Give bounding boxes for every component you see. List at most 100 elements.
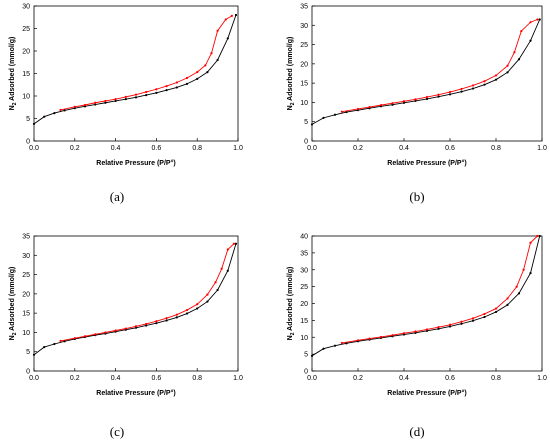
desorption-point xyxy=(414,98,417,101)
y-tick-label: 30 xyxy=(22,253,30,260)
desorption-point xyxy=(402,100,406,103)
desorption-point xyxy=(114,98,117,101)
desorption-point xyxy=(134,93,138,96)
y-tick-label: 25 xyxy=(22,272,30,279)
adsorption-point xyxy=(322,347,325,350)
desorption-point xyxy=(483,80,486,83)
adsorption-series-line xyxy=(33,14,237,125)
adsorption-point xyxy=(145,94,148,97)
desorption-point xyxy=(402,332,406,335)
x-tick-label: 0.2 xyxy=(353,375,363,382)
x-tick-label: 0.8 xyxy=(491,145,501,152)
x-tick-label: 0.4 xyxy=(111,375,121,382)
adsorption-point xyxy=(414,99,417,102)
desorption-point xyxy=(104,331,107,334)
desorption-point xyxy=(83,335,87,338)
desorption-point xyxy=(124,327,127,330)
desorption-point xyxy=(206,293,209,296)
desorption-point xyxy=(220,267,223,270)
y-tick-label: 0 xyxy=(26,369,30,376)
desorption-point xyxy=(340,110,343,113)
y-axis-label: N2 Adsorbed (mmol/g) xyxy=(287,267,296,341)
desorption-point xyxy=(513,51,516,54)
adsorption-point xyxy=(145,324,148,327)
adsorption-point xyxy=(517,292,521,295)
plot-frame xyxy=(33,5,239,142)
desorption-point xyxy=(515,285,518,288)
y-tick-label: 35 xyxy=(300,250,308,257)
x-tick-label: 0.0 xyxy=(307,145,317,152)
x-tick-label: 1.0 xyxy=(233,145,243,152)
adsorption-point xyxy=(124,98,127,101)
desorption-point xyxy=(73,337,76,340)
desorption-point xyxy=(356,107,360,111)
adsorption-point xyxy=(53,342,56,346)
y-tick-label: 10 xyxy=(22,330,30,337)
adsorption-point xyxy=(483,83,486,86)
desorption-point xyxy=(165,317,168,320)
adsorption-point xyxy=(345,110,348,114)
y-tick-label: 25 xyxy=(22,26,30,33)
y-tick-label: 5 xyxy=(26,349,30,356)
desorption-point xyxy=(226,248,229,251)
y-tick-label: 5 xyxy=(304,352,308,359)
desorption-point xyxy=(448,90,452,94)
adsorption-point xyxy=(322,116,325,119)
y-tick-label: 15 xyxy=(22,71,30,78)
desorption-point xyxy=(471,84,475,87)
desorption-point xyxy=(536,18,539,21)
y-tick-label: 15 xyxy=(300,81,308,88)
adsorption-point xyxy=(155,91,158,94)
x-tick-label: 0.6 xyxy=(445,145,455,152)
desorption-point xyxy=(155,88,158,91)
y-tick-label: 35 xyxy=(300,4,308,11)
x-tick-label: 0.0 xyxy=(307,375,317,382)
desorption-point xyxy=(185,76,189,80)
y-tick-label: 25 xyxy=(300,42,308,49)
desorption-point xyxy=(425,328,429,331)
desorption-series-line xyxy=(341,235,538,344)
desorption-point xyxy=(460,320,463,323)
desorption-point xyxy=(379,335,383,339)
adsorption-point xyxy=(437,327,440,330)
adsorption-point xyxy=(234,242,238,245)
x-tick-label: 0.6 xyxy=(152,145,162,152)
desorption-point xyxy=(104,99,107,103)
y-tick-label: 20 xyxy=(300,301,308,308)
desorption-point xyxy=(230,14,233,17)
desorption-point xyxy=(124,95,127,98)
adsorption-point xyxy=(94,103,97,106)
adsorption-point xyxy=(43,115,46,118)
chart-panel: 0.0 0.2 0.4 0.6 0.8 1.0 0 5 10 15 20 25 30 35 40 Relati… xyxy=(287,234,547,440)
y-tick-label: 35 xyxy=(22,234,30,241)
adsorption-point xyxy=(234,13,238,17)
x-tick-label: 0.4 xyxy=(399,375,409,382)
adsorption-point xyxy=(506,71,509,74)
adsorption-point xyxy=(206,300,209,303)
desorption-point xyxy=(471,317,475,320)
plot-frame xyxy=(33,235,239,372)
adsorption-point xyxy=(206,71,209,74)
chart-panel: 0.0 0.2 0.4 0.6 0.8 1.0 0 5 10 15 20 25 30 35 Relative… xyxy=(287,4,547,205)
adsorption-point xyxy=(196,77,199,80)
adsorption-point xyxy=(483,315,486,319)
desorption-point xyxy=(448,323,452,326)
adsorption-point xyxy=(175,86,178,89)
y-tick-label: 0 xyxy=(304,139,308,146)
desorption-point xyxy=(391,102,394,105)
y-tick-label: 5 xyxy=(304,119,308,126)
adsorption-point xyxy=(63,340,66,343)
desorption-point xyxy=(185,308,189,312)
desorption-series-line xyxy=(60,243,235,342)
desorption-point xyxy=(145,90,148,94)
y-tick-label: 10 xyxy=(300,100,308,107)
y-tick-label: 15 xyxy=(300,318,308,325)
adsorption-point xyxy=(134,326,138,329)
desorption-point xyxy=(522,268,525,271)
y-tick-label: 30 xyxy=(22,4,30,11)
x-tick-label: 0.4 xyxy=(111,145,121,152)
desorption-point xyxy=(59,339,62,343)
desorption-point xyxy=(483,312,486,316)
desorption-point xyxy=(425,95,429,99)
